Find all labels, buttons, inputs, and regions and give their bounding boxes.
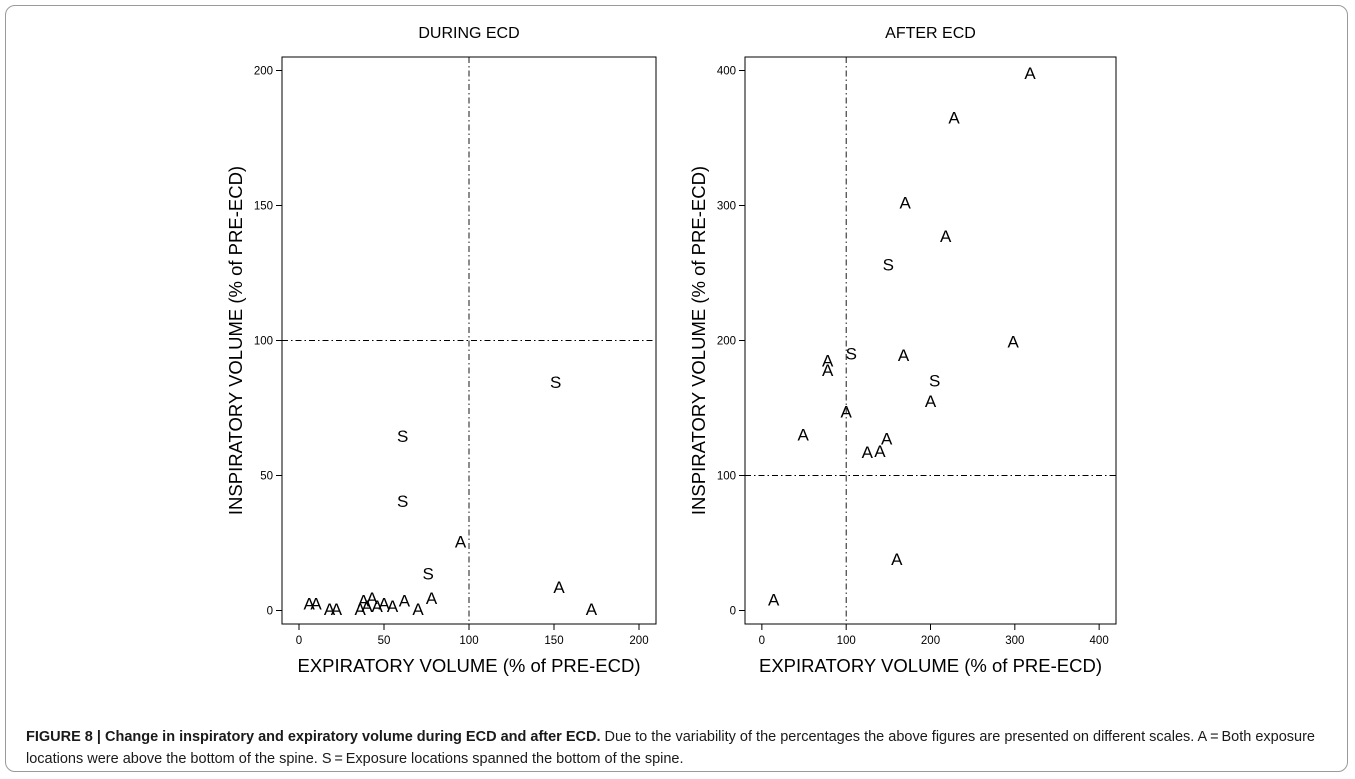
y-tick-label: 100 xyxy=(254,336,273,348)
data-point-a: A xyxy=(304,594,316,613)
y-tick-label: 0 xyxy=(730,606,736,618)
data-point-a: A xyxy=(862,443,874,462)
data-point-s: S xyxy=(929,372,940,391)
chart-during-ecd: 0 50 100 150 200 0 50 100 150 200 DURING ECD EXPIRA… xyxy=(225,25,657,676)
x-axis-label: EXPIRATORY VOLUME (% of PRE-ECD) xyxy=(759,655,1102,676)
x-tick-label: 100 xyxy=(837,635,856,647)
data-point-a: A xyxy=(372,597,384,616)
x-tick-label: 50 xyxy=(378,635,391,647)
data-point-a: A xyxy=(874,442,886,461)
data-point-a: A xyxy=(324,600,336,619)
data-point-s: S xyxy=(397,492,408,511)
data-point-a: A xyxy=(358,592,370,611)
data-point-a: A xyxy=(768,590,780,609)
y-tick-label: 200 xyxy=(254,66,273,78)
data-point-a: A xyxy=(1007,333,1019,352)
data-point-a: A xyxy=(378,594,390,613)
data-point-a: A xyxy=(412,600,424,619)
data-point-s: S xyxy=(550,373,561,392)
data-point-a: A xyxy=(426,589,438,608)
caption-bold: FIGURE 8 | Change in inspiratory and exp… xyxy=(26,729,601,745)
data-point-a: A xyxy=(881,430,893,449)
data-point-a: A xyxy=(822,361,834,380)
data-point-a: A xyxy=(331,600,343,619)
data-point-s: S xyxy=(397,427,408,446)
figure-charts: 0 50 100 150 200 0 50 100 150 200 DURING ECD EXPIRA… xyxy=(225,25,1117,676)
x-tick-label: 150 xyxy=(544,635,563,647)
x-tick-label: 0 xyxy=(296,635,302,647)
data-point-s: S xyxy=(883,256,894,275)
data-point-a: A xyxy=(898,346,910,365)
x-tick-label: 200 xyxy=(921,635,940,647)
data-point-a: A xyxy=(841,403,853,422)
y-tick-label: 100 xyxy=(717,471,736,483)
chart-after-ecd: 0 100 200 300 400 0 100 200 300 400 AFTER ECD EXPIR… xyxy=(688,25,1117,676)
data-point-a: A xyxy=(355,600,367,619)
y-tick-label: 300 xyxy=(717,201,736,213)
data-point-a: A xyxy=(925,392,937,411)
x-tick-label: 200 xyxy=(629,635,648,647)
x-tick-label: 0 xyxy=(759,635,765,647)
x-tick-label: 100 xyxy=(459,635,478,647)
y-tick-label: 0 xyxy=(267,606,273,618)
y-axis-label: INSPIRATORY VOLUME (% of PRE-ECD) xyxy=(225,166,246,515)
y-tick-label: 150 xyxy=(254,201,273,213)
y-axis-label: INSPIRATORY VOLUME (% of PRE-ECD) xyxy=(688,166,709,515)
figure-caption: FIGURE 8 | Change in inspiratory and exp… xyxy=(26,726,1326,770)
y-tick-label: 200 xyxy=(717,336,736,348)
x-tick-label: 300 xyxy=(1005,635,1024,647)
data-point-a: A xyxy=(310,594,322,613)
plot-frame xyxy=(744,56,1117,625)
data-point-a: A xyxy=(891,550,903,569)
data-point-a: A xyxy=(900,193,912,212)
x-tick-label: 400 xyxy=(1090,635,1109,647)
data-point-s: S xyxy=(423,565,434,584)
figure-frame xyxy=(5,5,1348,772)
data-point-a: A xyxy=(586,600,598,619)
data-point-a: A xyxy=(366,589,378,608)
data-point-a: A xyxy=(361,597,373,616)
data-point-a: A xyxy=(1024,64,1036,83)
data-point-a: A xyxy=(798,426,810,445)
x-axis-label: EXPIRATORY VOLUME (% of PRE-ECD) xyxy=(297,655,640,676)
data-point-a: A xyxy=(822,351,834,370)
y-tick-label: 50 xyxy=(260,471,273,483)
data-point-a: A xyxy=(553,578,565,597)
data-point-a: A xyxy=(387,597,399,616)
data-point-a: A xyxy=(940,227,952,246)
data-point-a: A xyxy=(455,532,467,551)
caption-text: Due to the variability of the percentage… xyxy=(26,729,1315,767)
data-point-a: A xyxy=(948,108,960,127)
data-point-s: S xyxy=(846,345,857,364)
chart-title: DURING ECD xyxy=(418,25,519,42)
chart-title: AFTER ECD xyxy=(885,25,976,42)
data-point-a: A xyxy=(399,592,411,611)
y-tick-label: 400 xyxy=(717,66,736,78)
